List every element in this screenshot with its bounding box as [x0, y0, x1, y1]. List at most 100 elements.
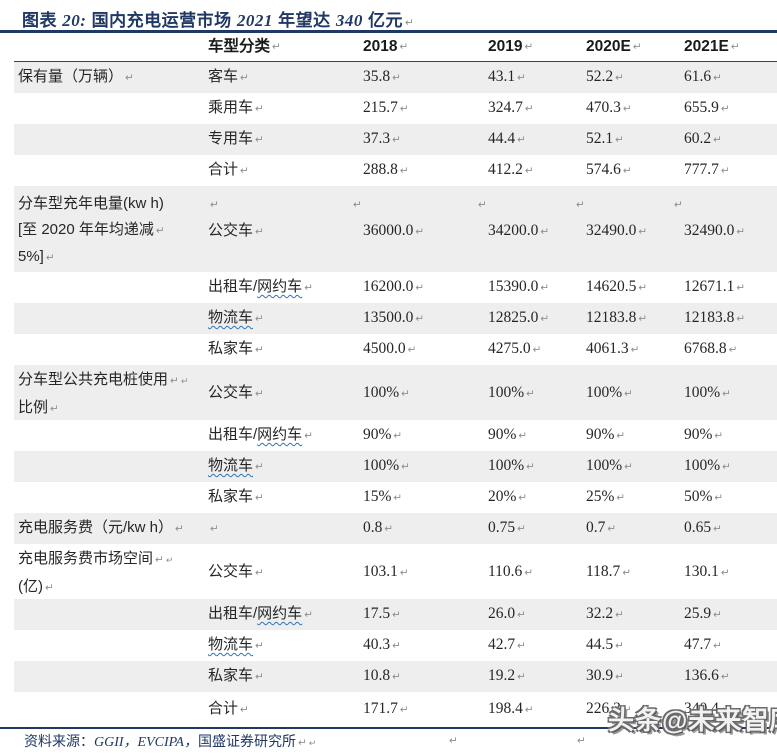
row-label — [14, 272, 205, 303]
value-text: 100% ↵ — [586, 384, 633, 401]
vehicle-category: 物流车 ↵ — [205, 305, 345, 332]
return-mark-icon: ↵ — [155, 554, 164, 566]
vehicle-category: 物流车 ↵ — [205, 453, 345, 480]
value-text: 4500.0 ↵ — [363, 340, 417, 357]
row-label-line: 充电服务费市场空间 ↵ ↵ — [18, 550, 174, 567]
title-text: 年望达 — [272, 11, 336, 30]
header-cell-2018: 2018 ↵ — [345, 33, 470, 61]
return-mark-icon: ↵ — [255, 134, 264, 146]
value-cell-2021E: 47.7 ↵ — [666, 630, 777, 661]
return-mark-icon: ↵ — [622, 103, 632, 115]
value-cell-2021E: ↵ 32490.0 ↵ — [666, 186, 777, 272]
row-label-line: [至 2020 年年均递减 ↵ — [18, 221, 165, 238]
return-mark-icon: ↵ — [255, 388, 264, 400]
value-cell-2018: 37.3 ↵ — [345, 124, 470, 155]
value-cell-2021E: 60.2 ↵ — [666, 124, 777, 155]
value-text: 15% ↵ — [363, 488, 403, 505]
value-cell-2019: 43.1 ↵ — [470, 62, 568, 93]
value-cell-2021E: 100% ↵ — [666, 365, 777, 422]
value-text: 100% ↵ — [684, 384, 731, 401]
row-label — [14, 661, 205, 692]
value-cell-2018: 103.1 ↵ — [345, 544, 470, 601]
table-bottom-border — [0, 727, 777, 729]
value-text: 10.8 ↵ — [363, 667, 401, 684]
value-text: 574.6 ↵ — [586, 161, 632, 178]
value-text: 6768.8 ↵ — [684, 340, 738, 357]
return-mark-icon: ↵ — [392, 671, 401, 683]
return-mark-icon: ↵ — [399, 567, 409, 579]
return-mark-icon: ↵ — [517, 609, 526, 621]
table-row: 私家车 ↵ 15% ↵ 20% ↵ 25% ↵ 50% ↵ — [14, 482, 777, 513]
value-cell-2020E: 52.2 ↵ — [568, 62, 666, 93]
value-text: 50% ↵ — [684, 488, 724, 505]
vehicle-category-cell: 客车 ↵ — [205, 62, 345, 93]
value-cell-2018: 16200.0 ↵ — [345, 272, 470, 303]
return-mark-icon: ↵ — [622, 703, 632, 716]
vehicle-category: 私家车 ↵ — [208, 340, 264, 357]
value-cell-2018: 215.7 ↵ — [345, 93, 470, 124]
vehicle-category-cell: 出租车/网约车 ↵ — [205, 599, 345, 630]
value-text: 16200.0 ↵ — [363, 278, 425, 295]
row-label — [14, 124, 205, 155]
value-text: 42.7 ↵ — [488, 636, 526, 653]
value-text: 60.2 ↵ — [684, 130, 722, 147]
value-text: 13500.0 ↵ — [363, 309, 425, 326]
return-mark-icon: ↵ — [638, 282, 648, 294]
value-cell-2018: 171.7 ↵ — [345, 692, 470, 726]
return-mark-icon: ↵ — [518, 492, 528, 504]
value-cell-2018: 100% ↵ — [345, 365, 470, 422]
return-mark-icon: ↵ — [308, 739, 317, 749]
return-mark-icon: ↵ — [449, 735, 458, 747]
row-label — [14, 420, 205, 451]
table-row: 合计 ↵ 288.8 ↵ 412.2 ↵ 574.6 ↵ 777.7 ↵ — [14, 155, 777, 186]
watermark: 头条@未来智库 — [608, 705, 777, 735]
row-label: 分车型公共充电桩使用 ↵ ↵ 比例 ↵ — [14, 365, 205, 422]
value-cell-2019: 19.2 ↵ — [470, 661, 568, 692]
return-mark-icon: ↵ — [399, 703, 409, 716]
empty-line: ↵ — [345, 191, 470, 218]
value-text: 100% ↵ — [488, 384, 535, 401]
vehicle-category-cell: 公交车 ↵ — [205, 365, 345, 422]
vehicle-category: 私家车 ↵ — [208, 667, 264, 684]
return-mark-icon: ↵ — [713, 609, 722, 621]
spellcheck-underlined-text: 网约车 — [257, 426, 303, 443]
vehicle-category-cell: 乘用车 ↵ — [205, 93, 345, 124]
vehicle-category-cell: 公交车 ↵ — [205, 544, 345, 601]
source-suffix: 国盛证券研究所 — [197, 733, 296, 749]
return-mark-icon: ↵ — [714, 430, 724, 442]
row-label — [14, 692, 205, 726]
value-text: 215.7 ↵ — [363, 99, 409, 116]
value-cell-2018: 0.8 ↵ — [345, 513, 470, 544]
return-mark-icon: ↵ — [517, 671, 526, 683]
vehicle-category: 出租车/网约车 ↵ — [208, 605, 313, 622]
row-label — [14, 93, 205, 124]
value-text: 288.8 ↵ — [363, 161, 409, 178]
return-mark-icon: ↵ — [540, 313, 550, 325]
table-row: 物流车 ↵ 13500.0 ↵ 12825.0 ↵ 12183.8 ↵ 12183.8 ↵ — [14, 303, 777, 334]
empty-line: ↵ — [205, 191, 345, 218]
value-text: 61.6 ↵ — [684, 68, 722, 85]
value-text: 90% ↵ — [488, 426, 528, 443]
value-cell-2020E: 32.2 ↵ — [568, 599, 666, 630]
title-number: 340 — [335, 11, 363, 30]
vehicle-category: 公交车 ↵ — [208, 563, 264, 580]
return-mark-icon: ↵ — [713, 640, 722, 652]
table-row: 合计 ↵ 171.7 ↵ 198.4 ↵ 226.3 ↵ 340.4 ↵ — [14, 692, 777, 726]
return-mark-icon: ↵ — [304, 430, 313, 442]
table-top-border — [0, 30, 777, 33]
spellcheck-underlined-text: 网约车 — [257, 278, 303, 295]
return-mark-icon: ↵ — [524, 567, 534, 579]
value-text: 118.7 ↵ — [586, 563, 632, 580]
return-mark-icon: ↵ — [401, 461, 410, 473]
value-text: 25% ↵ — [586, 488, 626, 505]
value-text: 4061.3 ↵ — [586, 340, 640, 357]
return-mark-icon: ↵ — [576, 199, 585, 211]
value-cell-2021E: 90% ↵ — [666, 420, 777, 451]
value-cell-2020E: 52.1 ↵ — [568, 124, 666, 155]
header-label: 2018 — [363, 38, 398, 55]
value-text: 655.9 ↵ — [684, 99, 730, 116]
value-text: 44.5 ↵ — [586, 636, 624, 653]
return-mark-icon: ↵ — [255, 226, 264, 238]
value-text: 100% ↵ — [363, 384, 410, 401]
value-text: 20% ↵ — [488, 488, 528, 505]
